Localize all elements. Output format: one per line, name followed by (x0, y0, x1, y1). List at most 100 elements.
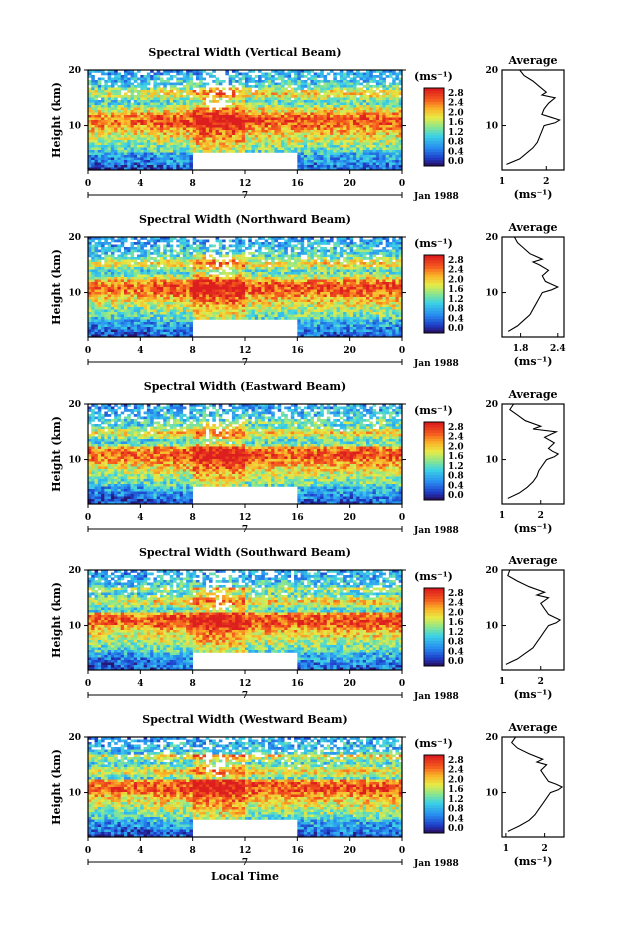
colorbar-tick-label: 2.8 (448, 89, 464, 99)
colorbar-tick-label: 2.8 (448, 756, 464, 766)
colorbar-segment (424, 118, 444, 122)
y-axis-label: Height (km) (50, 82, 63, 158)
colorbar-segment (424, 830, 444, 834)
profile-y-tick-label: 10 (485, 456, 498, 466)
x-tick-label: 0 (399, 846, 405, 856)
date-marker: 7 (242, 525, 248, 535)
colorbar-segment (424, 285, 444, 289)
colorbar-segment (424, 463, 444, 467)
date-marker: 7 (242, 191, 248, 201)
colorbar-segment (424, 483, 444, 487)
x-tick-label: 16 (291, 346, 304, 356)
colorbar-segment (424, 305, 444, 309)
colorbar-tick-label: 0.8 (448, 472, 464, 482)
colorbar-tick-label: 2.8 (448, 256, 464, 266)
panel-5: Spectral Width (Westward Beam) Height (km… (50, 713, 565, 883)
colorbar-tick-label: 2.8 (448, 423, 464, 433)
colorbar-segment (424, 435, 444, 440)
profile-frame (501, 569, 565, 671)
colorbar-segment (424, 321, 444, 326)
y-axis-label: Height (km) (50, 749, 63, 825)
colorbar-segment (424, 780, 444, 784)
date-label: Jan 1988 (413, 192, 459, 202)
colorbar-segment (424, 810, 444, 814)
colorbar-segment (424, 132, 444, 136)
x-tick-label: 16 (291, 846, 304, 856)
average-profile: Average 20 10 1 2(ms⁻¹) (485, 388, 565, 535)
colorbar (424, 88, 444, 167)
profile-x-tick-label: 1 (499, 511, 505, 521)
x-tick-label: 8 (190, 846, 196, 856)
y-axis-label: Height (km) (50, 582, 63, 658)
x-tick-label: 4 (137, 846, 143, 856)
heatmap (88, 237, 403, 338)
profile-line (506, 69, 561, 165)
colorbar-segment (424, 624, 444, 628)
colorbar-segment (424, 805, 444, 809)
colorbar-segment (424, 88, 444, 92)
colorbar-segment (424, 160, 444, 164)
colorbar-segment (424, 796, 444, 800)
x-tick-label: 12 (239, 346, 252, 356)
colorbar-segment (424, 824, 444, 828)
heatmap (88, 70, 403, 171)
colorbar-segment (424, 324, 444, 328)
colorbar-segment (424, 441, 444, 445)
colorbar-tick-label: 0.0 (448, 824, 464, 834)
colorbar-segment (424, 588, 444, 592)
colorbar-segment (424, 488, 444, 493)
x-tick-label: 20 (343, 679, 356, 689)
profile-line (507, 736, 564, 832)
colorbar-tick-label: 2.4 (448, 99, 464, 109)
colorbar-unit: (ms⁻¹) (414, 570, 453, 583)
x-tick-label: 8 (190, 346, 196, 356)
date-label: Jan 1988 (413, 359, 459, 369)
profile-x-tick-label: 2.4 (550, 344, 566, 354)
x-tick-label: 8 (190, 179, 196, 189)
colorbar-segment (424, 280, 444, 284)
colorbar-segment (424, 755, 444, 759)
colorbar-frame (423, 87, 445, 167)
x-tick-label: 20 (343, 513, 356, 523)
heatmap (88, 570, 403, 671)
y-tick-label: 20 (68, 566, 81, 576)
profile-y-tick-label: 20 (485, 400, 498, 410)
colorbar-segment (424, 474, 444, 479)
colorbar-tick-label: 2.8 (448, 589, 464, 599)
heatmap (88, 404, 403, 505)
colorbar-segment (424, 294, 444, 298)
panel-title: Spectral Width (Southward Beam) (139, 546, 351, 559)
profile-x-tick-label: 2 (538, 511, 544, 521)
colorbar-segment (424, 146, 444, 150)
colorbar-segment (424, 491, 444, 495)
x-tick-label: 4 (137, 679, 143, 689)
colorbar-segment (424, 438, 444, 442)
colorbar-segment (424, 469, 444, 473)
colorbar-segment (424, 480, 444, 484)
y-tick-label: 20 (68, 233, 81, 243)
colorbar-tick-label: 2.0 (448, 442, 464, 452)
colorbar-tick-label: 0.8 (448, 805, 464, 815)
colorbar-segment (424, 296, 444, 300)
x-tick-label: 0 (85, 513, 91, 523)
colorbar-segment (424, 799, 444, 803)
colorbar-segment (424, 774, 444, 778)
colorbar-segment (424, 807, 444, 812)
panel-3: Spectral Width (Eastward Beam) Height (km… (50, 380, 565, 536)
colorbar (424, 588, 444, 667)
x-tick-label: 8 (190, 513, 196, 523)
profile-title: Average (507, 554, 557, 567)
colorbar-segment (424, 458, 444, 462)
panel-title: Spectral Width (Westward Beam) (142, 713, 347, 726)
colorbar-segment (424, 791, 444, 795)
colorbar-segment (424, 593, 444, 597)
colorbar (424, 755, 444, 834)
colorbar-segment (424, 632, 444, 636)
colorbar-segment (424, 657, 444, 661)
colorbar-segment (424, 643, 444, 647)
colorbar-segment (424, 288, 444, 292)
profile-y-tick-label: 10 (485, 622, 498, 632)
x-tick-label: 4 (137, 346, 143, 356)
x-tick-label: 0 (399, 513, 405, 523)
